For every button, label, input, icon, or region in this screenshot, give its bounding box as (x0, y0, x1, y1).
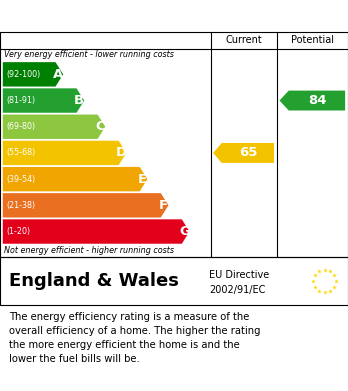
Text: England & Wales: England & Wales (9, 272, 179, 290)
Text: 2002/91/EC: 2002/91/EC (209, 285, 265, 295)
Text: F: F (159, 199, 168, 212)
Text: B: B (74, 94, 84, 107)
Text: D: D (116, 147, 127, 160)
Polygon shape (279, 91, 345, 111)
Text: (92-100): (92-100) (6, 70, 40, 79)
Text: (69-80): (69-80) (6, 122, 35, 131)
Text: 65: 65 (239, 147, 258, 160)
Text: Very energy efficient - lower running costs: Very energy efficient - lower running co… (4, 50, 174, 59)
Polygon shape (3, 88, 84, 113)
Polygon shape (3, 141, 126, 165)
Polygon shape (3, 193, 168, 217)
Polygon shape (3, 62, 63, 86)
Polygon shape (213, 143, 274, 163)
Text: (1-20): (1-20) (6, 227, 30, 236)
Text: (55-68): (55-68) (6, 149, 35, 158)
Text: C: C (95, 120, 105, 133)
Text: Energy Efficiency Rating: Energy Efficiency Rating (9, 9, 230, 23)
Polygon shape (3, 167, 147, 191)
Polygon shape (3, 219, 189, 244)
Text: (81-91): (81-91) (6, 96, 35, 105)
Text: (21-38): (21-38) (6, 201, 35, 210)
Text: 84: 84 (309, 94, 327, 107)
Text: EU Directive: EU Directive (209, 270, 269, 280)
Text: Not energy efficient - higher running costs: Not energy efficient - higher running co… (4, 246, 174, 255)
Text: Current: Current (225, 36, 262, 45)
Text: Potential: Potential (291, 36, 334, 45)
Text: A: A (53, 68, 63, 81)
Text: E: E (138, 173, 147, 186)
Text: G: G (179, 225, 190, 238)
Text: (39-54): (39-54) (6, 175, 35, 184)
Polygon shape (3, 115, 105, 139)
Text: The energy efficiency rating is a measure of the
overall efficiency of a home. T: The energy efficiency rating is a measur… (9, 312, 260, 364)
